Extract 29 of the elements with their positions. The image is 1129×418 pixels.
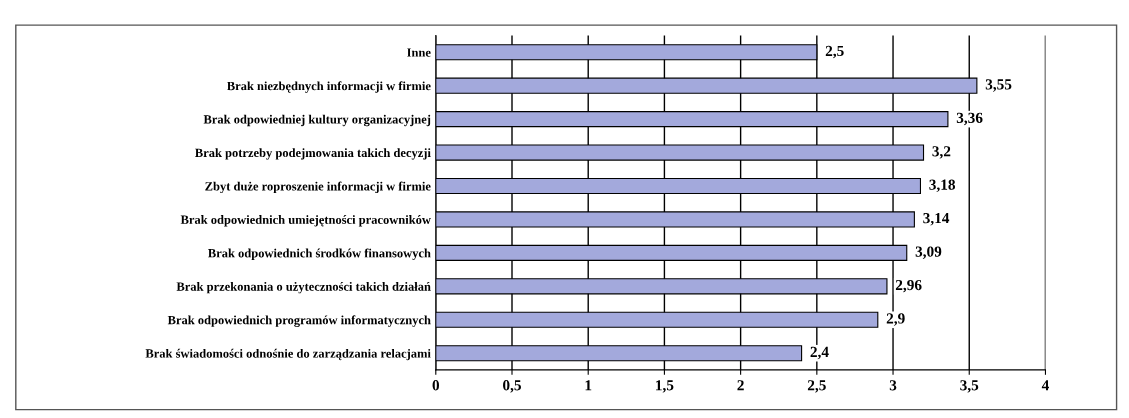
data-label: 2,9 xyxy=(886,313,905,326)
y-tick-label: Brak niezbędnych informacji w firmie xyxy=(227,81,431,93)
data-label: 3,2 xyxy=(932,146,951,159)
data-label: 2,4 xyxy=(810,346,829,360)
y-tick-label: Brak potrzeby podejmowania takich decyzji xyxy=(195,148,431,160)
y-tick-label: Brak odpowiedniej kultury organizacyjnej xyxy=(203,114,431,127)
data-label: 3,09 xyxy=(915,246,942,259)
x-tick-label: 1 xyxy=(585,380,592,391)
data-label: 3,36 xyxy=(956,112,983,126)
data-label: 3,55 xyxy=(985,79,1012,92)
x-tick-label: 2,5 xyxy=(807,380,826,393)
y-tick-label: Brak przekonania o użyteczności takich działań xyxy=(176,281,431,294)
x-tick-label: 0 xyxy=(432,380,440,391)
y-tick-label: Inne xyxy=(407,48,431,57)
y-tick-label: Brak odpowiednich umiejętności pracowników xyxy=(180,215,431,227)
data-label: 3,14 xyxy=(923,213,950,226)
x-tick-label: 1,5 xyxy=(656,380,674,393)
y-tick-label: Brak odpowiednich środków finansowych xyxy=(208,248,431,260)
x-tick-label: 3 xyxy=(889,380,897,391)
y-tick-label: Brak świadomości odnośnie do zarządzania relacjami xyxy=(145,348,431,361)
data-label: 3,18 xyxy=(929,179,956,193)
data-label: 2,5 xyxy=(825,45,844,59)
data-label: 2,96 xyxy=(895,279,922,293)
x-tick-label: 3,5 xyxy=(960,380,979,393)
x-tick-label: 2 xyxy=(737,380,744,391)
x-tick-label: 0,5 xyxy=(503,380,521,393)
y-tick-label: Zbyt duże roproszenie informacji w firmie xyxy=(205,181,431,194)
x-tick-label: 4 xyxy=(1041,380,1049,391)
y-tick-label: Brak odpowiednich programów informatycznych xyxy=(167,315,431,327)
